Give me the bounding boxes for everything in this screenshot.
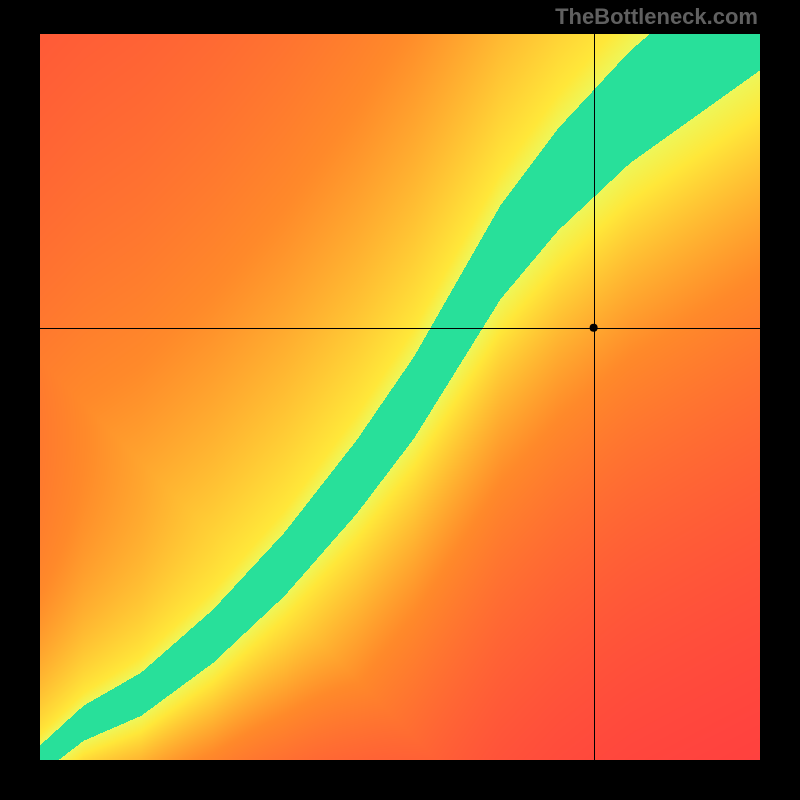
watermark-text: TheBottleneck.com <box>555 4 758 30</box>
heatmap-canvas <box>40 34 760 760</box>
heatmap-container: TheBottleneck.com <box>0 0 800 800</box>
plot-area <box>40 34 760 760</box>
